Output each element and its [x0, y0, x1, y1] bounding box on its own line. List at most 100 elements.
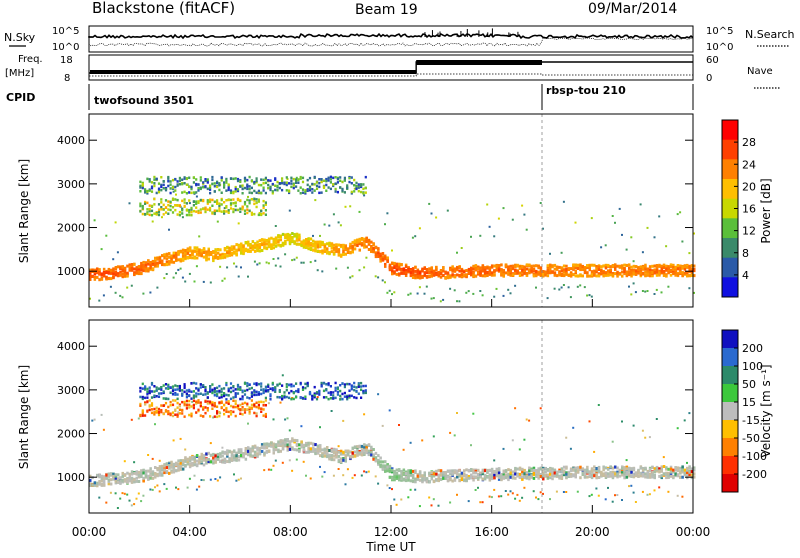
echo-pixel	[184, 254, 187, 258]
echo-pixel	[334, 187, 337, 191]
echo-pixel	[355, 386, 358, 389]
echo-pixel	[472, 292, 475, 295]
echo-pixel	[355, 396, 358, 400]
echo-pixel	[297, 388, 300, 391]
echo-pixel	[630, 270, 633, 274]
echo-pixel	[374, 275, 377, 278]
echo-pixel	[288, 429, 291, 432]
echo-pixel	[283, 181, 286, 185]
echo-pixel	[676, 273, 680, 277]
echo-pixel	[190, 210, 193, 214]
echo-pixel	[328, 224, 331, 227]
echo-pixel	[183, 386, 186, 390]
echo-pixel	[391, 476, 394, 480]
echo-pixel	[365, 237, 368, 241]
echo-pixel	[219, 265, 222, 268]
echo-pixel	[178, 210, 181, 214]
colorbar-swatch	[722, 474, 738, 493]
echo-pixel	[267, 383, 270, 387]
echo-pixel	[298, 236, 301, 240]
echo-pixel	[162, 213, 165, 216]
x-tick-label: 16:00	[474, 525, 509, 539]
echo-pixel	[323, 451, 327, 455]
echo-pixel	[597, 268, 601, 271]
echo-pixel	[618, 264, 622, 268]
echo-pixel	[339, 243, 343, 247]
echo-pixel	[292, 184, 295, 187]
echo-pixel	[667, 467, 670, 471]
echo-pixel	[157, 395, 161, 398]
echo-pixel	[590, 217, 593, 220]
echo-pixel	[302, 261, 305, 264]
echo-pixel	[634, 501, 637, 503]
echo-pixel	[135, 497, 138, 500]
echo-pixel	[263, 442, 266, 446]
echo-pixel	[367, 449, 371, 453]
echo-pixel	[225, 210, 228, 213]
echo-pixel	[339, 254, 343, 258]
echo-pixel	[293, 241, 296, 245]
echo-pixel	[230, 245, 234, 249]
echo-pixel	[175, 257, 178, 261]
echo-pixel	[253, 180, 256, 184]
echo-pixel	[365, 240, 368, 243]
echo-pixel	[301, 396, 305, 400]
echo-pixel	[153, 212, 156, 215]
echo-pixel	[414, 265, 417, 269]
echo-pixel	[223, 394, 226, 398]
echo-pixel	[188, 191, 191, 194]
echo-pixel	[535, 286, 537, 289]
echo-pixel	[277, 240, 280, 244]
echo-pixel	[400, 471, 403, 475]
echo-pixel	[509, 490, 512, 493]
echo-pixel	[178, 182, 181, 186]
echo-pixel	[107, 472, 111, 476]
echo-pixel	[234, 204, 237, 208]
echo-pixel	[161, 254, 164, 258]
colorbar-tick-label: 15	[742, 396, 756, 409]
echo-pixel	[211, 178, 214, 182]
echo-pixel	[150, 209, 154, 213]
echo-pixel	[96, 268, 99, 272]
echo-pixel	[314, 243, 317, 247]
echo-pixel	[486, 271, 489, 275]
echo-pixel	[107, 474, 111, 478]
echo-pixel	[141, 183, 144, 186]
echo-pixel	[286, 447, 289, 451]
echo-pixel	[171, 411, 175, 414]
echo-pixel	[504, 271, 508, 275]
echo-pixel	[137, 470, 141, 474]
echo-pixel	[239, 397, 242, 401]
echo-pixel	[233, 250, 236, 254]
echo-pixel	[213, 200, 216, 203]
echo-pixel	[509, 475, 512, 479]
echo-pixel	[227, 400, 230, 403]
echo-pixel	[558, 470, 561, 474]
echo-pixel	[488, 269, 492, 273]
echo-pixel	[284, 234, 287, 238]
echo-pixel	[109, 268, 113, 272]
echo-pixel	[128, 202, 131, 205]
echo-pixel	[236, 404, 240, 407]
echo-pixel	[477, 476, 480, 480]
echo-pixel	[391, 266, 394, 270]
echo-pixel	[646, 270, 649, 274]
echo-pixel	[175, 469, 178, 473]
echo-pixel	[226, 452, 229, 456]
echo-pixel	[144, 267, 148, 271]
echo-pixel	[192, 406, 195, 410]
echo-pixel	[332, 213, 335, 216]
echo-pixel	[211, 198, 214, 202]
echo-pixel	[291, 239, 294, 243]
echo-pixel	[516, 271, 519, 275]
echo-pixel	[247, 449, 250, 453]
echo-pixel	[126, 272, 129, 276]
echo-pixel	[151, 470, 155, 474]
echo-pixel	[356, 448, 359, 451]
echo-pixel	[248, 410, 251, 413]
echo-pixel	[623, 466, 626, 470]
echo-pixel	[243, 203, 247, 206]
echo-pixel	[351, 476, 354, 479]
echo-pixel	[263, 238, 266, 242]
echo-pixel	[409, 470, 413, 474]
